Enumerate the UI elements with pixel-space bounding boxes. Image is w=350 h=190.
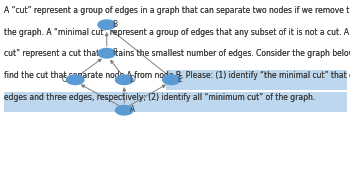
Text: F: F [112, 48, 116, 57]
Text: B: B [112, 20, 117, 29]
Text: A “cut” represent a group of edges in a graph that can separate two nodes if we : A “cut” represent a group of edges in a … [4, 6, 350, 15]
Text: A “cut” represent a group of edges in a graph that can separate two nodes if we : A “cut” represent a group of edges in a … [4, 6, 350, 15]
Text: find the cut that separate node A from node B. Please: (1) identify “the minimal: find the cut that separate node A from n… [4, 71, 350, 80]
Text: edges and three edges, respectively; (2) identify all “minimum cut” of the graph: edges and three edges, respectively; (2)… [4, 93, 315, 102]
Text: cut” represent a cut that contains the smallest number of edges. Consider the gr: cut” represent a cut that contains the s… [4, 49, 350, 58]
Text: the graph. A “minimal cut” represent a group of edges that any subset of it is n: the graph. A “minimal cut” represent a g… [4, 28, 350, 36]
Text: cut” represent a cut that contains the smallest number of edges. Consider the gr: cut” represent a cut that contains the s… [4, 49, 350, 58]
Text: A: A [130, 105, 135, 114]
Text: C: C [61, 75, 66, 84]
Circle shape [116, 105, 133, 115]
Circle shape [116, 75, 133, 85]
Text: find the cut that separate node A from node B. Please: (1) identify “the minimal: find the cut that separate node A from n… [4, 71, 350, 80]
FancyBboxPatch shape [166, 70, 346, 90]
FancyBboxPatch shape [4, 92, 346, 112]
Text: D: D [130, 75, 135, 84]
Text: the graph. A “minimal cut” represent a group of edges that any subset of it is n: the graph. A “minimal cut” represent a g… [4, 28, 350, 36]
Circle shape [163, 75, 180, 85]
Circle shape [98, 20, 116, 29]
Text: edges and three edges, respectively; (2) identify all “minimum cut” of the graph: edges and three edges, respectively; (2)… [4, 93, 315, 102]
Circle shape [66, 75, 84, 85]
Text: E: E [177, 75, 182, 84]
Circle shape [98, 48, 116, 58]
